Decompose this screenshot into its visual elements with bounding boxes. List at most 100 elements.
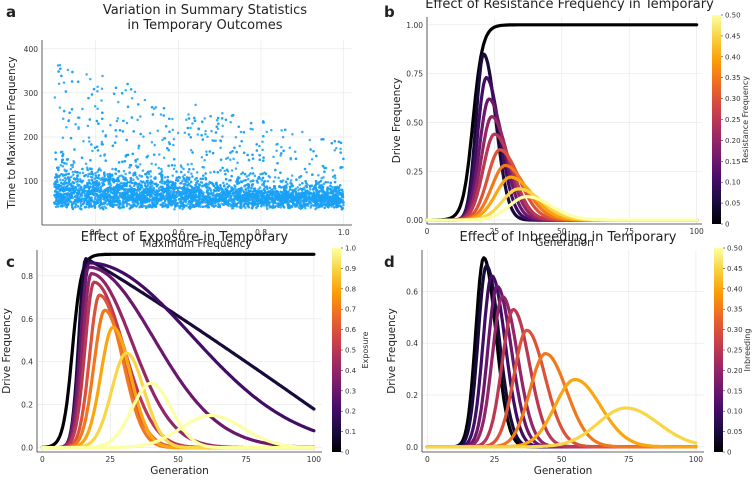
- scatter-point: [74, 122, 77, 126]
- scatter-point: [188, 205, 192, 208]
- scatter-point: [242, 204, 246, 208]
- scatter-point: [122, 187, 125, 191]
- x-tick-label: 1.0: [338, 228, 350, 237]
- panel-label-b: b: [384, 3, 395, 21]
- scatter-point: [83, 206, 87, 209]
- scatter-point: [57, 82, 61, 86]
- scatter-point: [172, 196, 176, 200]
- scatter-point: [76, 80, 80, 84]
- scatter-point: [331, 185, 334, 189]
- scatter-point: [198, 183, 201, 187]
- scatter-point: [221, 135, 224, 138]
- scatter-point: [203, 196, 206, 199]
- scatter-point: [209, 197, 213, 201]
- scatter-point: [139, 204, 143, 207]
- scatter-point: [166, 175, 170, 179]
- scatter-point: [162, 114, 165, 117]
- scatter-point: [246, 197, 249, 200]
- scatter-point: [249, 172, 252, 175]
- scatter-point: [103, 171, 106, 174]
- scatter-point: [323, 206, 326, 210]
- scatter-point: [250, 207, 254, 210]
- scatter-point: [195, 176, 198, 180]
- scatter-point: [280, 194, 284, 198]
- scatter-point: [141, 180, 145, 183]
- scatter-point: [139, 199, 142, 203]
- scatter-point: [280, 152, 283, 155]
- scatter-point: [74, 186, 78, 189]
- scatter-point: [335, 146, 338, 150]
- scatter-point: [81, 107, 84, 111]
- scatter-point: [186, 126, 190, 130]
- scatter-point: [234, 185, 237, 188]
- scatter-point: [85, 73, 88, 76]
- scatter-point: [64, 169, 67, 173]
- scatter-point: [158, 153, 161, 156]
- scatter-point: [104, 200, 108, 203]
- scatter-point: [168, 130, 171, 133]
- scatter-point: [97, 188, 100, 191]
- scatter-point: [76, 183, 79, 186]
- scatter-point: [323, 203, 327, 206]
- scatter-point: [247, 174, 251, 177]
- scatter-point: [59, 164, 63, 167]
- scatter-point: [258, 144, 261, 148]
- scatter-point: [331, 169, 335, 172]
- scatter-point: [149, 170, 152, 173]
- scatter-point: [192, 194, 195, 198]
- scatter-point: [96, 85, 99, 89]
- scatter-point: [319, 179, 323, 183]
- scatter-point: [193, 186, 197, 190]
- scatter-point: [85, 189, 88, 193]
- scatter-point: [131, 195, 134, 198]
- scatter-point: [214, 186, 217, 190]
- scatter-point: [133, 173, 137, 177]
- scatter-point: [246, 153, 249, 157]
- scatter-point: [226, 195, 229, 198]
- scatter-point: [111, 167, 114, 171]
- scatter-point: [149, 190, 153, 193]
- scatter-point: [294, 157, 298, 160]
- scatter-point: [175, 191, 179, 194]
- scatter-point: [333, 148, 337, 152]
- scatter-point: [163, 199, 167, 203]
- panel-label-d: d: [384, 253, 395, 271]
- scatter-point: [341, 198, 345, 202]
- scatter-point: [314, 183, 318, 187]
- scatter-point: [240, 140, 243, 143]
- scatter-point: [308, 138, 312, 142]
- scatter-point: [300, 206, 304, 210]
- scatter-point: [168, 142, 171, 146]
- scatter-point: [212, 184, 216, 188]
- scatter-point: [99, 154, 102, 158]
- scatter-point: [173, 200, 177, 203]
- scatter-point: [78, 177, 82, 181]
- scatter-point: [125, 199, 128, 203]
- scatter-point: [147, 172, 151, 176]
- scatter-point: [296, 186, 300, 189]
- scatter-point: [125, 138, 128, 142]
- scatter-point: [166, 184, 170, 187]
- scatter-point: [247, 158, 251, 162]
- scatter-point: [220, 117, 224, 120]
- scatter-point: [100, 87, 104, 90]
- scatter-point: [90, 93, 94, 96]
- scatter-point: [256, 202, 260, 205]
- scatter-point: [66, 158, 69, 161]
- scatter-point: [233, 191, 236, 194]
- scatter-point: [69, 167, 73, 171]
- scatter-point: [208, 181, 211, 184]
- scatter-point: [175, 195, 178, 198]
- scatter-point: [126, 82, 129, 86]
- scatter-point: [154, 105, 158, 109]
- scatter-point: [80, 180, 84, 184]
- scatter-point: [177, 198, 181, 201]
- scatter-point: [204, 129, 207, 133]
- scatter-point: [122, 119, 125, 123]
- scatter-point: [222, 181, 225, 185]
- scatter-point: [312, 149, 315, 153]
- scatter-point: [61, 158, 65, 162]
- scatter-point: [330, 201, 334, 204]
- scatter-point: [261, 203, 264, 206]
